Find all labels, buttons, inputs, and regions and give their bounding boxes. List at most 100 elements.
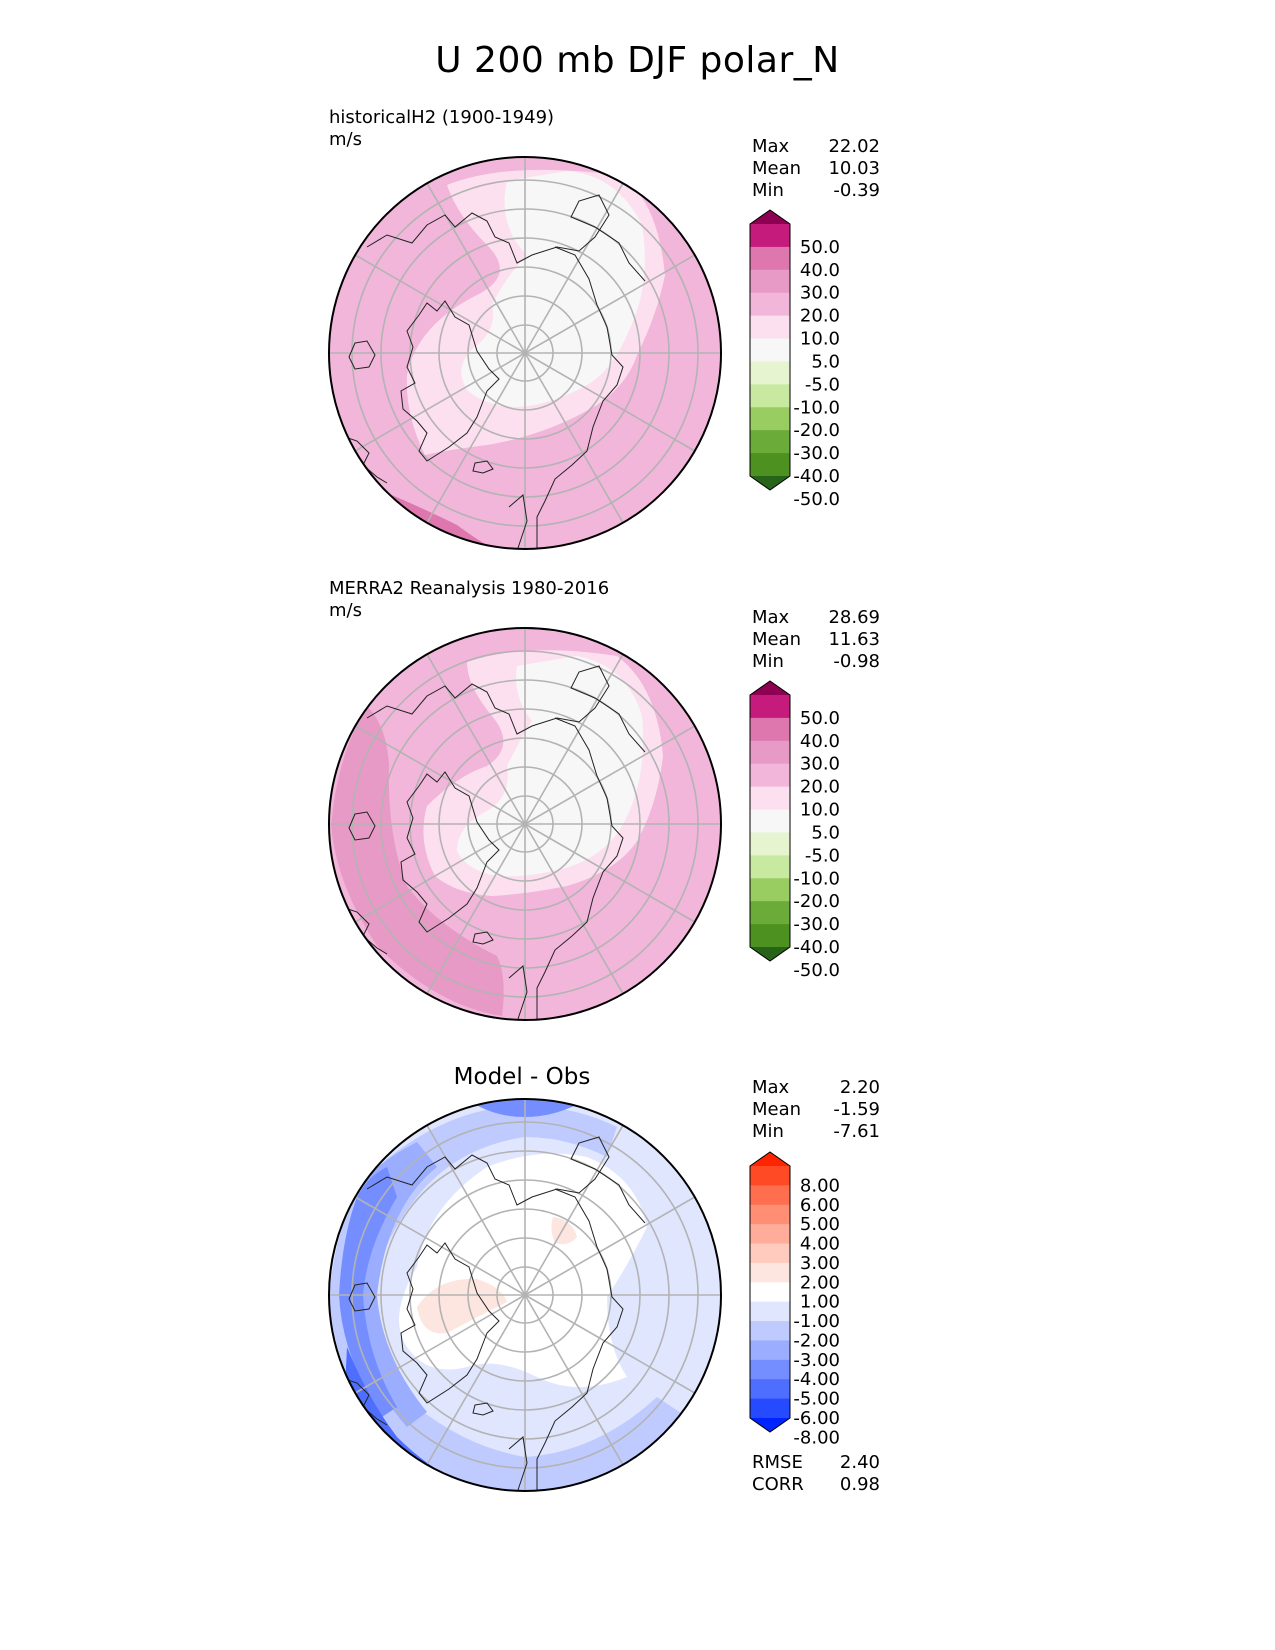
panel-2-colorbar-segment	[750, 763, 790, 788]
panel-3-colorbar-tick-label: 4.00	[800, 1234, 840, 1255]
panel-3-colorbar-segment	[750, 1243, 790, 1264]
panel-2-colorbar-segment	[750, 855, 790, 879]
panel-1-colorbar-tick-label: -50.0	[793, 489, 840, 510]
panel-2-colorbar-bottom-extend	[750, 947, 790, 961]
panel-2-colorbar-segment	[750, 878, 790, 902]
panel-3-colorbar-tick-label: -1.00	[793, 1311, 840, 1332]
panel-3-colorbar-tick-label: -2.00	[793, 1330, 840, 1351]
stat-label-max: Max	[752, 136, 790, 157]
panel-3-stats: Max 2.20 Mean -1.59 Min -7.61	[752, 1077, 880, 1143]
panel-3-colorbar-tick-label: 3.00	[800, 1253, 840, 1274]
panel-3-colorbar-tick-label: 6.00	[800, 1195, 840, 1216]
stat-label-max: Max	[752, 1077, 790, 1098]
panel-1-colorbar-segment	[750, 384, 790, 408]
panel-3-coastlines	[338, 1136, 646, 1491]
panel-1-colorbar-segment	[750, 269, 790, 294]
stat-value-mean: -1.59	[833, 1099, 880, 1120]
panel-2-colorbar-segment	[750, 901, 790, 925]
panel-3-colorbar-segment	[750, 1398, 790, 1419]
panel-3-colorbar-tick-label: -5.00	[793, 1389, 840, 1410]
panel-1-colorbar-segment	[750, 338, 790, 362]
panel-2-colorbar: 50.040.030.020.010.05.0-5.0-10.0-20.0-30…	[749, 680, 840, 981]
panel-3-colorbar-tick-label: 8.00	[800, 1175, 840, 1196]
panel-2-contour-region	[457, 656, 643, 877]
panel-2-colorbar-tick-label: -50.0	[793, 960, 840, 981]
stat-label-mean: Mean	[752, 158, 802, 179]
stat-value-max: 28.69	[828, 607, 880, 628]
panel-3-colorbar-top-extend	[750, 1152, 790, 1166]
panel-3-colorbar-segment	[750, 1340, 790, 1361]
panel-1-colorbar-segment	[750, 224, 790, 248]
panel-2-colorbar-segment	[750, 809, 790, 833]
panel-3-colorbar-tick-label: -6.00	[793, 1408, 840, 1429]
panel-3-colorbar-segment	[750, 1282, 790, 1303]
panel-1-colorbar-segment	[750, 246, 790, 271]
panel-2-polar-map	[328, 627, 722, 1021]
panel-1-coastlines	[338, 194, 646, 549]
panel-3-colorbar-segment	[750, 1185, 790, 1206]
panel-2-colorbar-segment	[750, 924, 790, 948]
panel-3-colorbar-tick-label: -8.00	[793, 1427, 840, 1448]
panel-2-colorbar-tick-label: -5.0	[805, 845, 840, 866]
panel-3-colorbar-segment	[750, 1379, 790, 1400]
panel-1-colorbar-tick-label: 5.0	[811, 351, 840, 372]
panel-1-colorbar: 50.040.030.020.010.05.0-5.0-10.0-20.0-30…	[749, 209, 840, 510]
panel-2-colorbar-segment	[750, 740, 790, 765]
panel-1-colorbar-segment	[750, 453, 790, 477]
panel-2-contour-region	[331, 706, 504, 1016]
panel-1-colorbar-tick-label: -40.0	[793, 466, 840, 487]
panel-1-colorbar-tick-label: 20.0	[800, 306, 840, 327]
panel-1-colorbar-tick-label: 40.0	[800, 260, 840, 281]
stat-value-min: -0.98	[833, 651, 880, 672]
panel-2-units: m/s	[329, 600, 362, 621]
panel-2-colorbar-tick-label: -20.0	[793, 891, 840, 912]
panel-1-colorbar-segment	[750, 361, 790, 385]
stat-value-min: -7.61	[833, 1121, 880, 1142]
stat-value-max: 2.20	[839, 1077, 880, 1098]
stat-value-mean: 10.03	[828, 158, 880, 179]
panel-1-colorbar-top-extend	[750, 210, 790, 224]
panel-3-contour-region	[467, 1099, 587, 1117]
stat-value-min: -0.39	[833, 180, 880, 201]
panel-1-colorbar-tick-label: -20.0	[793, 420, 840, 441]
panel-2-label: MERRA2 Reanalysis 1980-2016	[329, 578, 610, 599]
panel-2-colorbar-segment	[750, 695, 790, 719]
panel-3-polar-map	[328, 1098, 722, 1492]
panel-3-colorbar-tick-label: 1.00	[800, 1292, 840, 1313]
panel-3-contour-region	[399, 1153, 647, 1387]
stat-label-min: Min	[752, 651, 784, 672]
panel-1-colorbar-tick-label: -10.0	[793, 397, 840, 418]
panel-2-colorbar-tick-label: -10.0	[793, 868, 840, 889]
panel-1-colorbar-tick-label: -30.0	[793, 443, 840, 464]
panel-2-colorbar-tick-label: -40.0	[793, 937, 840, 958]
panel-2-map-boundary	[328, 627, 722, 1021]
panel-1-colorbar-tick-label: 10.0	[800, 329, 840, 350]
panel-3-colorbar-segment	[750, 1166, 790, 1186]
panel-3-colorbar-segment	[750, 1359, 790, 1380]
panel-3-contour-region	[339, 1167, 397, 1417]
panel-3-title: Model - Obs	[453, 1064, 591, 1090]
metric-value-corr: 0.98	[839, 1474, 880, 1495]
stat-label-min: Min	[752, 180, 784, 201]
panel-2-colorbar-segment	[750, 717, 790, 742]
panel-1-stats: Max 22.02 Mean 10.03 Min -0.39	[752, 136, 880, 202]
stat-label-mean: Mean	[752, 1099, 802, 1120]
panel-1-contour-region	[387, 493, 497, 549]
panel-2-colorbar-segment	[750, 832, 790, 856]
panel-3-colorbar-segment	[750, 1301, 790, 1322]
panel-1-graticule	[329, 157, 721, 549]
panel-3-colorbar-segment	[750, 1204, 790, 1225]
panel-1-colorbar-segment	[750, 407, 790, 431]
panel-1-colorbar-bottom-extend	[750, 476, 790, 490]
metric-value-rmse: 2.40	[839, 1452, 880, 1473]
panel-3-colorbar-tick-label: -3.00	[793, 1350, 840, 1371]
panel-2-colorbar-tick-label: 5.0	[811, 822, 840, 843]
panel-2-colorbar-tick-label: 10.0	[800, 800, 840, 821]
panel-1-colorbar-segment	[750, 292, 790, 317]
panel-2-colorbar-tick-label: 50.0	[800, 708, 840, 729]
figure-title: U 200 mb DJF polar_N	[435, 40, 840, 81]
panel-3-graticule	[329, 1099, 721, 1491]
metric-label-corr: CORR	[752, 1474, 804, 1495]
stat-value-mean: 11.63	[828, 629, 880, 650]
panel-1-colorbar-tick-label: 30.0	[800, 283, 840, 304]
